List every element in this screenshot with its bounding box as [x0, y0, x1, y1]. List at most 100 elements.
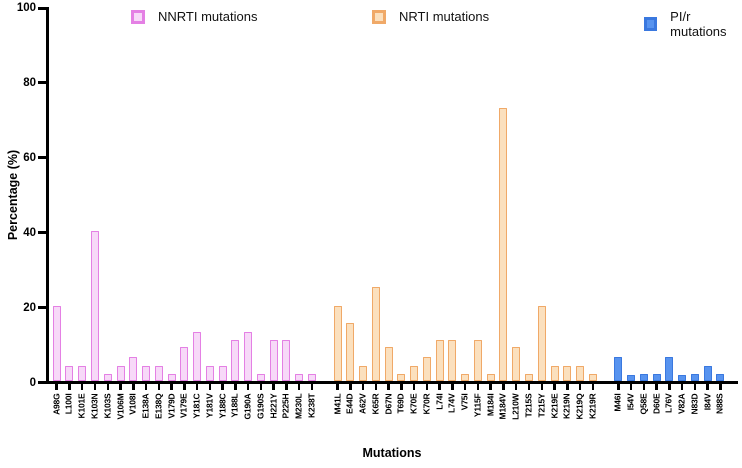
bar: [563, 366, 572, 381]
bar: [384, 347, 393, 381]
y-tick-label: 40: [23, 226, 36, 239]
x-tick: [489, 384, 492, 390]
x-tick: [655, 384, 658, 390]
x-tick-label: K219R: [587, 393, 598, 419]
x-tick: [668, 384, 671, 390]
x-tick-label: I54V: [625, 393, 636, 410]
x-tick-label: V179E: [178, 393, 189, 418]
x-tick-label: V179D: [166, 393, 177, 418]
bar: [269, 339, 278, 381]
x-tick-label: M184I: [485, 393, 496, 416]
bar: [486, 373, 495, 381]
bar: [716, 373, 725, 381]
x-tick: [438, 384, 441, 390]
x-tick: [259, 384, 263, 390]
bar: [180, 347, 189, 381]
legend-label-nnrti: NNRTI mutations: [158, 9, 258, 24]
x-tick-label: K70R: [421, 393, 432, 414]
x-tick-label: V106M: [115, 393, 126, 419]
x-tick: [132, 384, 135, 390]
bar: [256, 373, 265, 381]
x-tick: [374, 384, 378, 390]
bar: [154, 366, 163, 381]
bar: [231, 339, 240, 381]
bar: [422, 356, 431, 381]
x-tick-label: T69D: [395, 393, 406, 413]
x-tick: [527, 384, 531, 390]
x-tick: [310, 384, 314, 390]
y-tick-label: 60: [23, 151, 36, 164]
x-tick-label: D60E: [651, 393, 662, 414]
bar: [282, 339, 291, 381]
x-tick-label: E138Q: [153, 393, 164, 419]
x-tick: [719, 384, 722, 390]
x-tick-label: M41L: [332, 393, 343, 414]
x-axis-line: [46, 381, 738, 384]
x-tick: [566, 384, 569, 390]
x-tick-label: V82A: [676, 393, 687, 414]
x-tick-label: K219N: [561, 393, 572, 419]
bar: [142, 366, 151, 381]
x-tick: [106, 384, 109, 390]
bar: [308, 373, 316, 381]
x-tick-label: N88S: [714, 393, 725, 414]
bar: [90, 231, 99, 381]
legend-swatch-nrti-icon: [372, 9, 386, 24]
x-tick: [119, 384, 122, 390]
x-tick: [591, 384, 595, 390]
bar: [639, 373, 648, 381]
x-tick: [629, 384, 633, 390]
bar: [193, 332, 202, 381]
legend-label-pir: PI/r mutations: [670, 9, 727, 39]
x-tick-label: G190A: [242, 393, 253, 419]
bar: [371, 287, 380, 381]
bar: [295, 373, 304, 381]
x-tick: [617, 384, 620, 390]
x-axis-title: Mutations: [362, 446, 422, 460]
x-tick: [387, 384, 390, 390]
x-tick-label: T215S: [523, 393, 534, 418]
x-tick: [706, 384, 709, 390]
x-tick: [234, 384, 237, 390]
bar: [690, 373, 699, 381]
x-tick: [246, 384, 250, 390]
x-tick: [412, 384, 416, 390]
bar: [333, 306, 342, 381]
bar: [473, 339, 482, 381]
bar: [627, 375, 636, 381]
x-tick-label: T215Y: [536, 393, 547, 418]
bar: [410, 366, 419, 381]
x-tick: [514, 384, 518, 390]
x-tick: [195, 384, 199, 390]
x-tick: [642, 384, 646, 390]
x-tick-label: L76V: [663, 393, 674, 413]
bar: [525, 373, 533, 381]
bar: [129, 356, 138, 381]
x-tick: [144, 384, 148, 390]
bar: [397, 373, 406, 381]
x-tick-label: M184V: [497, 393, 508, 419]
x-tick: [693, 384, 697, 390]
y-tick-label: 100: [16, 2, 36, 14]
x-tick-label: K101E: [76, 393, 87, 418]
y-tick-label: 20: [23, 301, 36, 314]
x-tick: [400, 384, 403, 390]
x-tick: [221, 384, 224, 390]
x-tick-label: Y181V: [204, 393, 215, 418]
x-tick-label: V108I: [127, 393, 138, 415]
x-tick: [208, 384, 212, 390]
x-tick: [540, 384, 544, 390]
x-tick-label: Y181C: [191, 393, 202, 418]
legend-item-nrti: NRTI mutations: [372, 9, 489, 24]
x-tick: [80, 384, 84, 390]
x-tick: [93, 384, 97, 390]
x-tick: [170, 384, 173, 390]
x-tick-label: K238T: [306, 393, 317, 418]
bar: [346, 322, 355, 381]
x-tick: [336, 384, 339, 390]
x-tick-label: V75I: [459, 393, 470, 410]
y-tick: [38, 156, 46, 160]
bar: [588, 373, 597, 381]
bar: [703, 366, 712, 381]
